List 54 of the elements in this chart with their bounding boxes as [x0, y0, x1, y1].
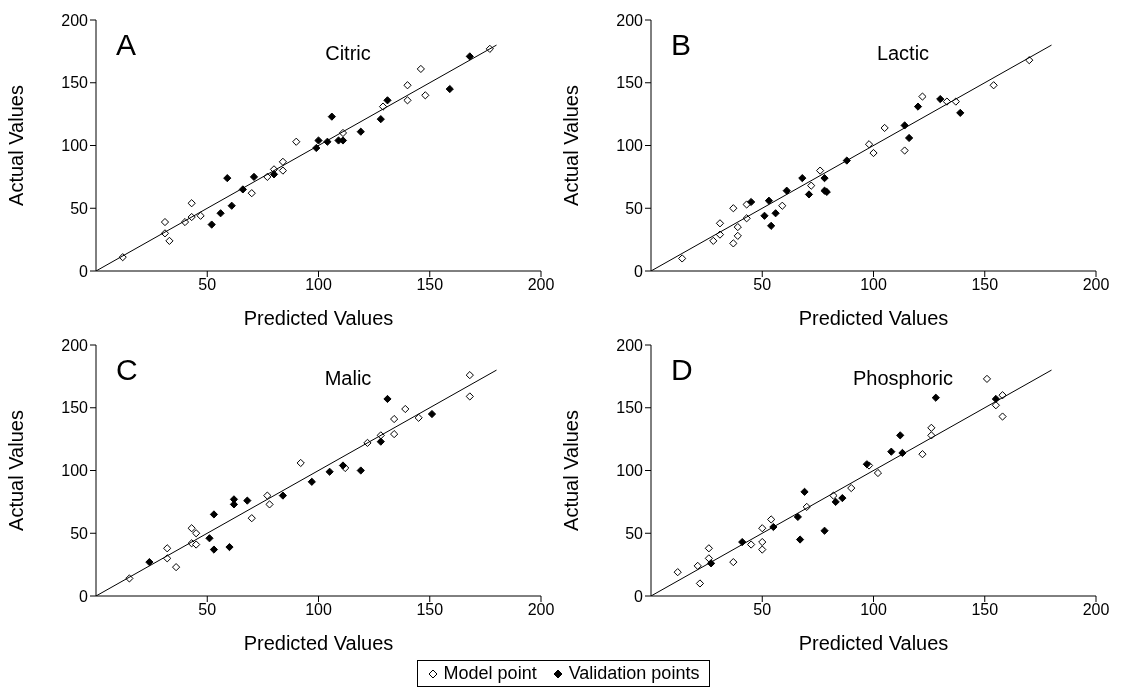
x-axis-title: Predicted Values: [243, 307, 394, 329]
y-tick-label: 150: [616, 399, 644, 417]
x-tick-label: 200: [527, 276, 555, 294]
y-tick-label: 0: [79, 262, 89, 280]
y-tick-label: 150: [61, 399, 89, 417]
x-tick-label: 100: [860, 601, 887, 619]
y-tick-label: 200: [61, 336, 89, 354]
y-tick-label: 50: [70, 199, 89, 217]
text: Citric: [324, 42, 372, 65]
x-axis-title: Predicted Values: [798, 307, 949, 329]
y-tick-label: 100: [61, 137, 89, 155]
annotation: A: [116, 28, 137, 62]
y-tick-label: 50: [70, 524, 89, 542]
y-tick-label: 0: [634, 587, 644, 605]
legend-label: Validation points: [567, 663, 700, 684]
x-axis-title: Predicted Values: [798, 632, 949, 654]
x-tick-label: 50: [198, 276, 217, 294]
y-tick-label: 200: [61, 11, 89, 29]
annotation: B: [671, 28, 692, 62]
x-tick-label: 50: [753, 601, 772, 619]
y-axis-title: Actual Values: [5, 410, 28, 531]
text: Lactic: [875, 42, 931, 65]
x-axis-title: Predicted Values: [243, 632, 394, 654]
y-tick-label: 100: [616, 462, 644, 480]
text: Phosphoric: [851, 367, 955, 390]
y-tick-label: 150: [616, 74, 644, 92]
y-axis-title: Actual Values: [560, 410, 583, 531]
annotation: D: [671, 353, 693, 387]
x-tick-label: 150: [416, 601, 444, 619]
y-tick-label: 200: [616, 336, 644, 354]
x-tick-label: 100: [860, 276, 887, 294]
x-tick-label: 200: [1082, 601, 1110, 619]
annotation: C: [116, 353, 138, 387]
legend-label: Model point: [442, 663, 537, 684]
x-tick-label: 50: [753, 276, 772, 294]
y-tick-label: 0: [79, 587, 89, 605]
x-tick-label: 150: [971, 601, 999, 619]
y-axis-title: Actual Values: [560, 85, 583, 206]
x-tick-label: 200: [527, 601, 555, 619]
y-tick-label: 150: [61, 74, 89, 92]
y-tick-label: 50: [625, 199, 644, 217]
y-tick-label: 100: [616, 137, 644, 155]
x-tick-label: 100: [305, 276, 332, 294]
x-tick-label: 150: [971, 276, 999, 294]
y-tick-label: 100: [61, 462, 89, 480]
x-tick-label: 50: [198, 601, 217, 619]
y-tick-label: 200: [616, 11, 644, 29]
y-tick-label: 50: [625, 524, 644, 542]
text: Malic: [323, 367, 373, 390]
y-tick-label: 0: [634, 262, 644, 280]
x-tick-label: 150: [416, 276, 444, 294]
x-tick-label: 200: [1082, 276, 1110, 294]
y-axis-title: Actual Values: [5, 85, 28, 206]
x-tick-label: 100: [305, 601, 332, 619]
